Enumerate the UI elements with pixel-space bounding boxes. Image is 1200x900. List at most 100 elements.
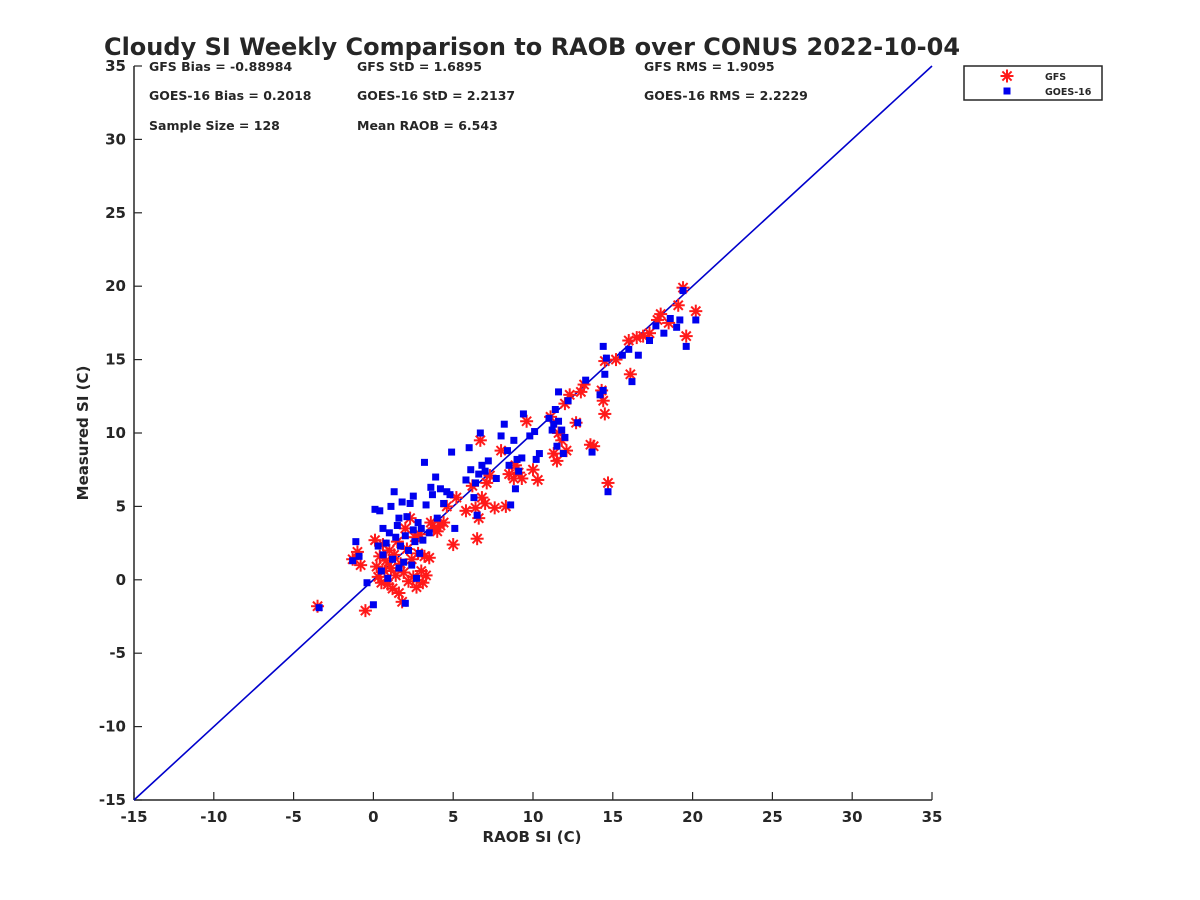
- data-point: [676, 316, 684, 324]
- x-tick-label: -5: [285, 808, 302, 826]
- data-point: [682, 342, 690, 350]
- data-point: [385, 529, 393, 537]
- data-point: [654, 307, 668, 321]
- data-point: [558, 426, 566, 434]
- data-point: [401, 532, 409, 540]
- data-point: [465, 444, 473, 452]
- data-point: [515, 472, 529, 486]
- data-point: [409, 526, 417, 534]
- data-point: [475, 470, 483, 478]
- data-point: [478, 461, 486, 469]
- data-point: [382, 539, 390, 547]
- data-point: [531, 428, 539, 436]
- data-point: [389, 555, 397, 563]
- data-point: [481, 467, 489, 475]
- data-point: [369, 601, 377, 609]
- stat-text: GOES-16 StD = 2.2137: [357, 88, 515, 103]
- data-point: [395, 564, 403, 572]
- data-point: [427, 483, 435, 491]
- data-point: [550, 454, 564, 468]
- x-tick-label: 5: [448, 808, 458, 826]
- legend: GFS GOES-16: [963, 65, 1103, 101]
- data-point: [358, 604, 372, 618]
- data-point: [469, 501, 483, 515]
- y-tick-label: 25: [105, 204, 126, 222]
- data-point: [551, 406, 559, 414]
- data-point: [420, 458, 428, 466]
- data-point: [428, 491, 436, 499]
- legend-label: GFS: [1045, 72, 1066, 83]
- data-point: [666, 314, 674, 322]
- data-point: [618, 351, 626, 359]
- data-point: [349, 557, 357, 565]
- data-point: [392, 533, 400, 541]
- data-point: [519, 410, 527, 418]
- y-tick-label: 15: [105, 351, 126, 369]
- data-point: [412, 574, 420, 582]
- data-point: [446, 491, 454, 499]
- data-point: [470, 532, 484, 546]
- data-point: [363, 579, 371, 587]
- data-point: [673, 323, 681, 331]
- data-point: [559, 450, 567, 458]
- data-point: [564, 397, 572, 405]
- data-point: [403, 513, 411, 521]
- data-point: [628, 378, 636, 386]
- y-tick-label: -15: [99, 791, 126, 809]
- data-point: [555, 417, 563, 425]
- data-point: [467, 466, 475, 474]
- data-point: [545, 414, 553, 422]
- data-point: [526, 432, 534, 440]
- data-point: [601, 476, 615, 490]
- data-point: [679, 329, 693, 343]
- data-point: [535, 450, 543, 458]
- data-point: [422, 501, 430, 509]
- y-tick-label: 35: [105, 57, 126, 75]
- data-point: [497, 432, 505, 440]
- x-tick-label: 30: [842, 808, 863, 826]
- data-point: [395, 514, 403, 522]
- data-point: [518, 454, 526, 462]
- data-point: [446, 538, 460, 552]
- data-point: [671, 298, 685, 312]
- chart-title: Cloudy SI Weekly Comparison to RAOB over…: [104, 33, 960, 61]
- data-point: [433, 514, 441, 522]
- data-point: [625, 345, 633, 353]
- data-point: [354, 558, 368, 572]
- y-axis-label: Measured SI (C): [74, 366, 92, 501]
- stat-text: GFS StD = 1.6895: [357, 59, 482, 74]
- data-point: [503, 447, 511, 455]
- data-point: [599, 386, 607, 394]
- data-point: [470, 494, 478, 502]
- data-point: [398, 498, 406, 506]
- data-point: [507, 501, 515, 509]
- data-point: [408, 561, 416, 569]
- data-point: [419, 536, 427, 544]
- data-point: [515, 467, 523, 475]
- y-tick-label: 5: [116, 497, 126, 515]
- data-point: [692, 316, 700, 324]
- data-point: [473, 511, 481, 519]
- stat-text: GFS Bias = -0.88984: [149, 59, 292, 74]
- stat-text: Sample Size = 128: [149, 118, 280, 133]
- data-point: [384, 561, 398, 575]
- series-goes-16: [315, 287, 700, 612]
- y-tick-label: -10: [99, 718, 126, 736]
- data-point: [511, 485, 519, 493]
- data-point: [462, 476, 470, 484]
- y-tick-label: 0: [116, 571, 126, 589]
- data-point: [398, 521, 412, 535]
- data-point: [513, 455, 521, 463]
- data-point: [660, 329, 668, 337]
- stat-text: GOES-16 RMS = 2.2229: [644, 88, 808, 103]
- data-point: [422, 551, 436, 565]
- data-point: [414, 519, 422, 527]
- series-gfs: [311, 281, 703, 618]
- data-point: [400, 558, 408, 566]
- data-point: [588, 448, 596, 456]
- data-point: [376, 507, 384, 515]
- data-point: [352, 538, 360, 546]
- data-point: [634, 351, 642, 359]
- data-point: [598, 407, 612, 421]
- data-point: [550, 420, 558, 428]
